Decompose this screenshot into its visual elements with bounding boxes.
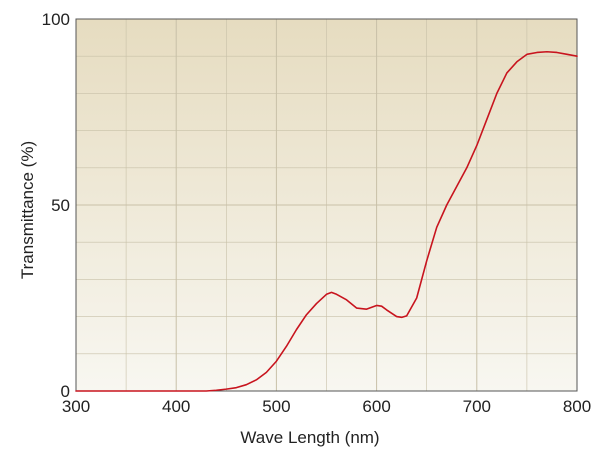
y-tick-label: 0 [61, 382, 70, 401]
x-tick-label: 800 [563, 397, 591, 416]
x-axis-label: Wave Length (nm) [240, 428, 379, 447]
y-tick-label: 50 [51, 196, 70, 215]
x-tick-label: 600 [362, 397, 390, 416]
grid [76, 19, 577, 391]
y-axis-ticks: 0 50 100 [42, 10, 70, 401]
y-axis-label: Transmittance (%) [18, 141, 37, 279]
x-tick-label: 500 [262, 397, 290, 416]
x-tick-label: 700 [463, 397, 491, 416]
transmittance-series-line [75, 50, 578, 392]
x-tick-label: 300 [62, 397, 90, 416]
plot-frame [75, 18, 578, 392]
x-tick-label: 400 [162, 397, 190, 416]
y-tick-label: 100 [42, 10, 70, 29]
x-axis-ticks: 300 400 500 600 700 800 [62, 397, 591, 416]
